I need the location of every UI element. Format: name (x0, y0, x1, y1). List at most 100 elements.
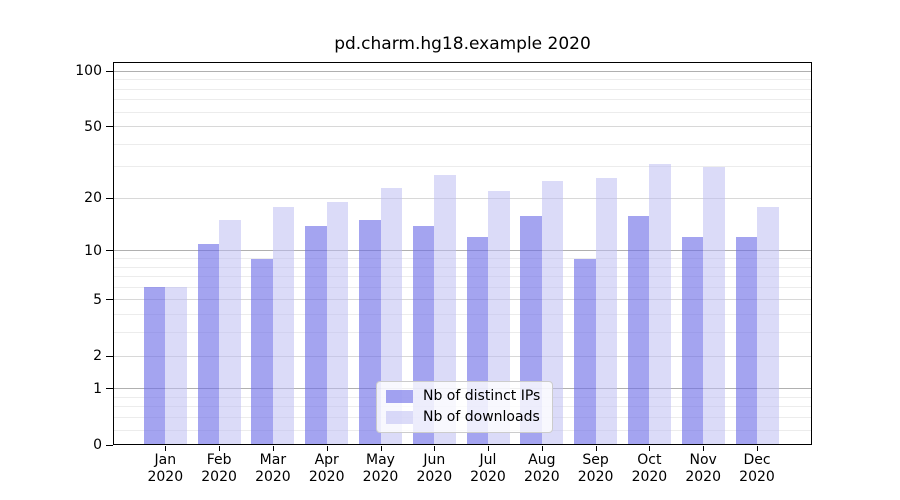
x-axis-tick-mark-oct (649, 446, 651, 451)
gridline-minor-3 (113, 332, 812, 334)
bar-nb-of-downloads-may (380, 187, 402, 445)
y-axis-tick-label-0: 0 (93, 437, 102, 453)
x-axis-month-label: Oct (637, 452, 662, 468)
bar-nb-of-downloads-sep (595, 178, 618, 445)
x-axis-month-label: Aug (528, 452, 556, 468)
x-axis-tick-label-sep: Sep 2020 (564, 452, 628, 486)
x-axis-year-label: 2020 (362, 469, 399, 485)
gridline-minor-7 (113, 276, 812, 278)
x-axis-month-label: Apr (314, 452, 339, 468)
gridline-minor-60 (113, 111, 812, 113)
x-axis-tick-mark-dec (757, 446, 758, 451)
y-axis-tick-mark-100 (106, 70, 113, 72)
x-axis-year-label: 2020 (308, 469, 345, 485)
bar-nb-of-downloads-jan (165, 287, 187, 445)
x-axis-year-label: 2020 (470, 469, 506, 485)
bar-nb-of-downloads-oct (649, 164, 671, 445)
x-axis-year-label: 2020 (577, 469, 614, 485)
bar-nb-of-downloads-apr (326, 202, 349, 445)
x-axis-tick-mark-aug (541, 446, 543, 451)
x-axis-tick-mark-sep (595, 446, 597, 451)
gridline-minor-80 (113, 88, 812, 90)
gridline-major-10 (113, 250, 812, 252)
y-axis-tick-mark-5 (106, 299, 113, 301)
plot-area: Nb of distinct IPs Nb of downloads (113, 62, 812, 445)
y-axis-tick-mark-10 (106, 250, 113, 252)
x-axis-tick-mark-jul (488, 446, 489, 451)
x-axis-year-label: 2020 (739, 469, 775, 485)
x-axis-year-label: 2020 (523, 469, 560, 485)
y-axis-tick-mark-50 (106, 126, 113, 127)
y-axis-tick-label-50: 50 (84, 118, 102, 135)
bar-nb-of-distinct-ips-oct (627, 215, 650, 445)
bar-nb-of-distinct-ips-sep (574, 258, 596, 445)
x-axis-tick-mark-apr (326, 446, 328, 451)
y-axis-tick-mark-20 (106, 197, 113, 199)
gridline-minor-70 (113, 99, 812, 101)
bar-nb-of-distinct-ips-mar (251, 258, 273, 445)
x-axis-month-label: Jun (423, 452, 446, 468)
bar-nb-of-distinct-ips-may (359, 220, 381, 445)
x-axis-month-label: May (366, 452, 395, 468)
y-axis-tick-label-1: 1 (93, 380, 102, 397)
bar-nb-of-downloads-jun (434, 175, 456, 445)
x-axis-tick-label-jun: Jun 2020 (402, 452, 466, 486)
y-axis-tick-label-10: 10 (84, 242, 102, 259)
chart-title: pd.charm.hg18.example 2020 (334, 34, 591, 54)
gridline-minor-4 (113, 314, 812, 316)
x-axis-month-label: Jul (479, 452, 497, 468)
x-axis-tick-mark-may (380, 446, 382, 451)
gridline-minor-30 (113, 166, 812, 168)
x-axis-tick-label-apr: Apr 2020 (295, 452, 359, 486)
x-axis-month-label: Dec (743, 452, 771, 468)
bar-nb-of-downloads-dec (757, 206, 779, 445)
x-axis-year-label: 2020 (147, 469, 184, 485)
bar-nb-of-distinct-ips-jan (143, 287, 166, 445)
bar-nb-of-distinct-ips-dec (735, 237, 757, 445)
x-axis-tick-mark-feb (219, 446, 221, 451)
x-axis-year-label: 2020 (685, 469, 721, 485)
x-axis-month-label: Feb (206, 452, 232, 468)
gridline-labeled-minor-2 (113, 355, 812, 357)
x-axis-month-label: Nov (689, 452, 717, 468)
x-axis-tick-label-nov: Nov 2020 (671, 452, 735, 486)
x-axis-tick-label-jul: Jul 2020 (456, 452, 520, 486)
x-axis-month-label: Sep (582, 452, 609, 468)
legend-row-nb-of-distinct-ips: Nb of distinct IPs (386, 388, 540, 404)
y-axis-tick-label-100: 100 (75, 63, 102, 80)
legend-label: Nb of downloads (423, 409, 540, 425)
gridline-labeled-minor-5 (113, 299, 812, 301)
x-axis-tick-mark-nov (703, 446, 705, 451)
y-axis-tick-label-5: 5 (93, 291, 102, 308)
gridline-minor-8 (113, 266, 812, 268)
gridline-minor-6 (113, 286, 812, 288)
x-axis-year-label: 2020 (255, 469, 291, 485)
x-axis-tick-label-jan: Jan 2020 (133, 452, 197, 486)
gridline-minor-40 (113, 143, 812, 145)
bar-nb-of-downloads-nov (703, 166, 725, 445)
x-axis-tick-label-oct: Oct 2020 (617, 452, 681, 486)
y-axis-tick-label-20: 20 (84, 190, 102, 207)
x-axis-year-label: 2020 (201, 469, 237, 485)
y-axis-tick-mark-0 (106, 444, 113, 446)
gridline-labeled-minor-50 (113, 126, 812, 127)
y-axis-tick-label-2: 2 (93, 348, 102, 364)
x-axis-tick-mark-jun (434, 446, 436, 451)
x-axis-tick-label-dec: Dec 2020 (725, 452, 789, 486)
bar-nb-of-downloads-mar (272, 206, 295, 445)
x-axis-year-label: 2020 (416, 469, 453, 485)
bar-nb-of-distinct-ips-feb (197, 243, 220, 445)
legend-label: Nb of distinct IPs (423, 388, 541, 404)
gridline-minor-90 (113, 79, 812, 81)
x-axis-month-label: Jan (154, 452, 177, 468)
gridline-minor-9 (113, 258, 812, 259)
y-axis-tick-mark-1 (106, 388, 113, 390)
legend-swatch-icon (386, 410, 413, 424)
legend-row-nb-of-downloads: Nb of downloads (386, 409, 540, 425)
x-axis-tick-label-may: May 2020 (349, 452, 413, 486)
x-axis-tick-label-mar: Mar 2020 (241, 452, 305, 486)
x-axis-tick-mark-jan (165, 446, 167, 451)
gridline-major-100 (113, 70, 812, 72)
x-axis-tick-label-feb: Feb 2020 (187, 452, 251, 486)
